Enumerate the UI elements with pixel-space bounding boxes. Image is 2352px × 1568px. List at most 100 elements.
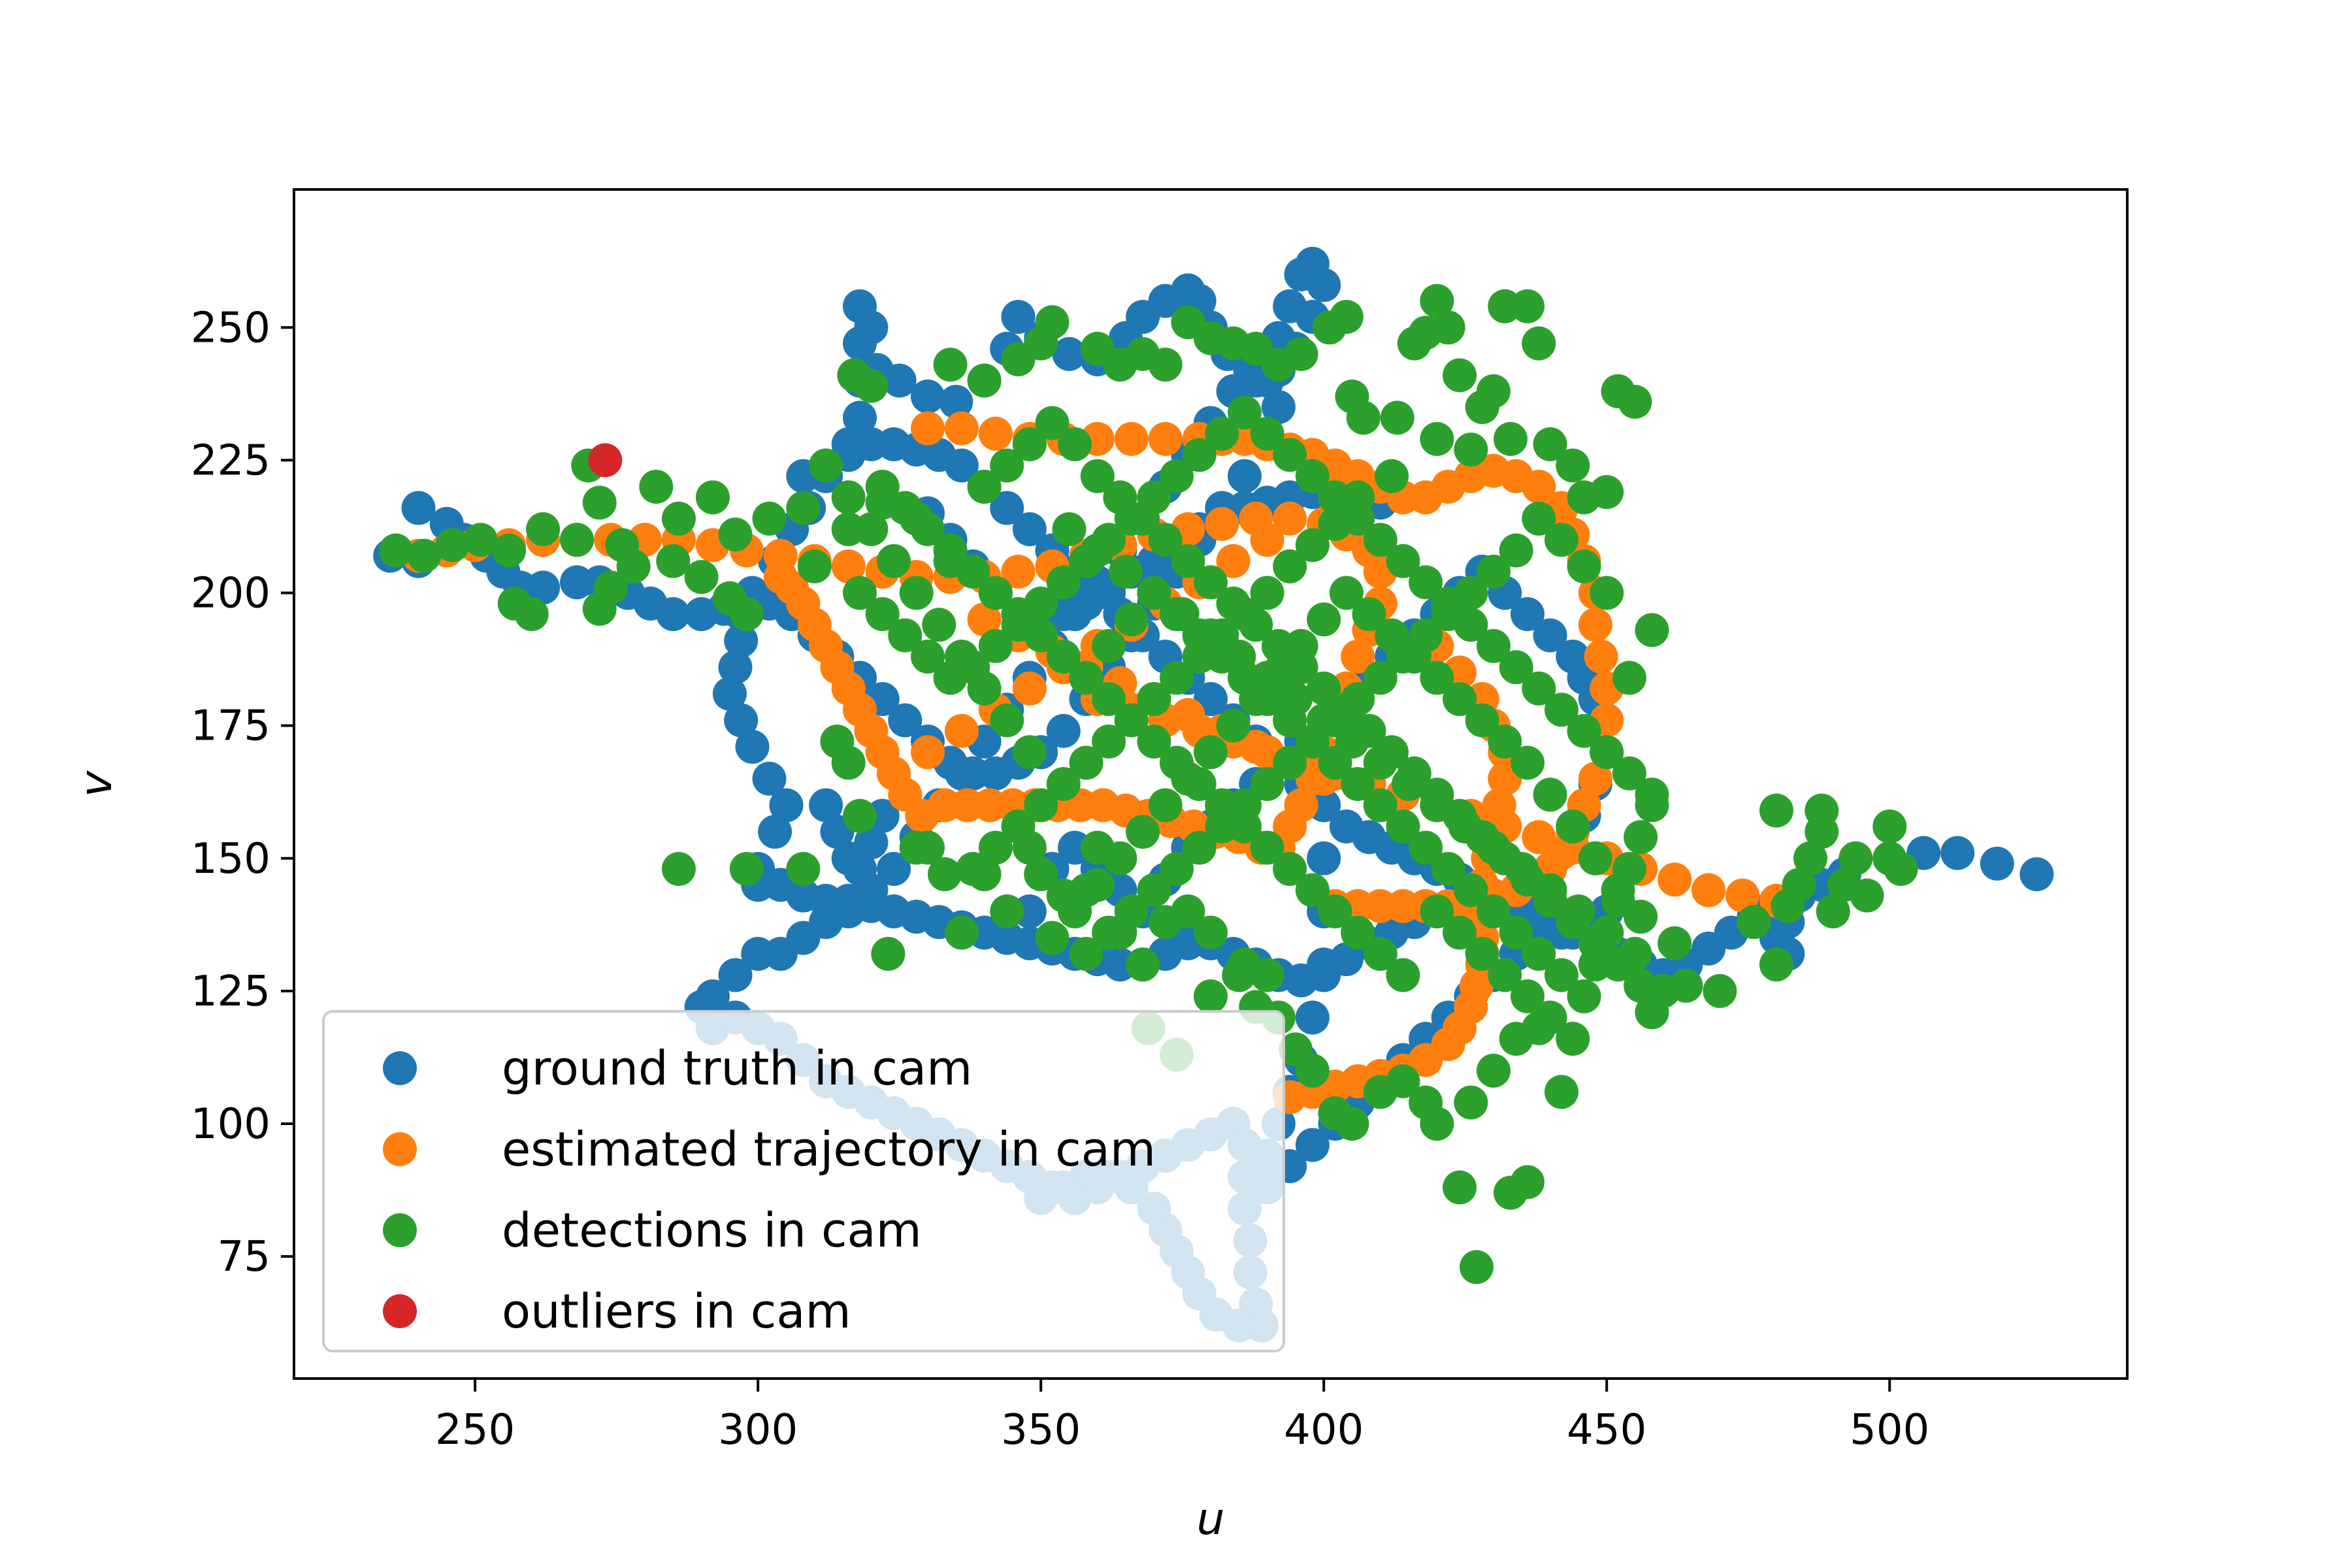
point-detections-in-cam	[911, 830, 945, 865]
point-ground-truth-in-cam	[2019, 857, 2054, 892]
point-detections-in-cam	[1363, 661, 1397, 695]
point-detections-in-cam	[1556, 1022, 1590, 1056]
point-estimated-trajectory-in-cam	[1148, 421, 1183, 456]
point-detections-in-cam	[1012, 735, 1047, 770]
point-detections-in-cam	[1578, 841, 1612, 875]
point-detections-in-cam	[1409, 618, 1443, 653]
point-ground-truth-in-cam	[882, 363, 917, 398]
point-ground-truth-in-cam	[712, 676, 747, 711]
point-detections-in-cam	[1759, 793, 1793, 828]
y-axis: 75 100 125 150 175 200 225 250	[191, 304, 294, 1281]
point-ground-truth-in-cam	[1307, 268, 1341, 302]
point-detections-in-cam	[1109, 555, 1143, 589]
point-detections-in-cam	[978, 830, 1013, 865]
point-detections-in-cam	[1182, 767, 1217, 801]
point-detections-in-cam	[1148, 788, 1183, 823]
y-tick-label: 150	[191, 835, 270, 883]
point-detections-in-cam	[1567, 549, 1601, 583]
point-detections-in-cam	[1335, 725, 1369, 759]
point-detections-in-cam	[1114, 894, 1149, 928]
point-detections-in-cam	[1160, 745, 1194, 780]
point-detections-in-cam	[809, 448, 843, 483]
point-detections-in-cam	[492, 533, 527, 568]
point-detections-in-cam	[407, 538, 442, 573]
point-detections-in-cam	[1137, 725, 1171, 759]
point-estimated-trajectory-in-cam	[911, 735, 945, 770]
point-detections-in-cam	[1465, 703, 1499, 738]
point-detections-in-cam	[1250, 416, 1284, 451]
point-detections-in-cam	[1499, 533, 1533, 568]
point-ground-truth-in-cam	[831, 841, 866, 875]
point-detections-in-cam	[1239, 608, 1273, 642]
point-detections-in-cam	[1635, 788, 1669, 823]
point-detections-in-cam	[1352, 597, 1386, 631]
point-detections-in-cam	[1273, 745, 1307, 780]
point-detections-in-cam	[1341, 682, 1375, 716]
point-detections-in-cam	[1533, 873, 1567, 907]
point-estimated-trajectory-in-cam	[1205, 506, 1239, 541]
point-detections-in-cam	[1431, 852, 1465, 886]
point-detections-in-cam	[1278, 682, 1313, 716]
point-detections-in-cam	[944, 915, 979, 950]
point-detections-in-cam	[1669, 968, 1703, 1003]
point-detections-in-cam	[1850, 878, 1884, 913]
point-detections-in-cam	[1126, 815, 1160, 849]
point-detections-in-cam	[877, 544, 911, 578]
point-detections-in-cam	[1012, 427, 1047, 461]
point-detections-in-cam	[1533, 427, 1567, 461]
point-detections-in-cam	[1165, 597, 1200, 631]
point-estimated-trajectory-in-cam	[1725, 878, 1760, 913]
legend-marker-ground-truth-in-cam	[383, 1051, 417, 1085]
point-detections-in-cam	[1448, 809, 1482, 843]
point-ground-truth-in-cam	[752, 761, 787, 796]
x-axis: 250 300 350 400 450 500	[435, 1379, 1929, 1454]
point-ground-truth-in-cam	[877, 852, 911, 886]
point-detections-in-cam	[1295, 528, 1330, 563]
x-tick-label: 400	[1284, 1406, 1364, 1454]
point-estimated-trajectory-in-cam	[911, 411, 945, 446]
point-ground-truth-in-cam	[769, 788, 804, 823]
point-detections-in-cam	[1590, 915, 1624, 950]
point-detections-in-cam	[1454, 873, 1488, 907]
point-detections-in-cam	[1612, 852, 1646, 886]
point-detections-in-cam	[1092, 629, 1126, 663]
point-detections-in-cam	[854, 368, 889, 403]
point-ground-truth-in-cam	[1046, 713, 1081, 748]
point-detections-in-cam	[1375, 459, 1409, 493]
point-detections-in-cam	[1544, 958, 1578, 992]
point-detections-in-cam	[1612, 756, 1646, 791]
point-detections-in-cam	[1318, 480, 1352, 515]
point-detections-in-cam	[1465, 937, 1499, 971]
point-detections-in-cam	[1658, 926, 1692, 960]
point-detections-in-cam	[1522, 937, 1556, 971]
point-detections-in-cam	[1884, 852, 1918, 886]
point-detections-in-cam	[1307, 671, 1341, 706]
point-estimated-trajectory-in-cam	[831, 549, 866, 583]
point-detections-in-cam	[1488, 958, 1522, 992]
point-estimated-trajectory-in-cam	[1522, 820, 1556, 855]
point-detections-in-cam	[752, 501, 787, 536]
point-detections-in-cam	[684, 560, 719, 595]
point-detections-in-cam	[1126, 947, 1160, 982]
point-detections-in-cam	[865, 597, 900, 631]
point-ground-truth-in-cam	[1080, 576, 1115, 610]
point-detections-in-cam	[843, 576, 877, 610]
point-detections-in-cam	[1058, 894, 1092, 928]
point-detections-in-cam	[1137, 682, 1171, 716]
point-detections-in-cam	[1759, 947, 1793, 982]
point-detections-in-cam	[1160, 661, 1194, 695]
legend-marker-estimated-trajectory-in-cam	[383, 1132, 417, 1166]
point-detections-in-cam	[1499, 650, 1533, 685]
point-detections-in-cam	[865, 470, 900, 504]
point-detections-in-cam	[1505, 852, 1539, 886]
point-detections-in-cam	[1816, 894, 1850, 928]
legend-marker-outliers-in-cam	[383, 1294, 417, 1328]
point-detections-in-cam	[956, 555, 990, 589]
point-ground-truth-in-cam	[1295, 1128, 1330, 1162]
point-detections-in-cam	[1443, 915, 1477, 950]
point-ground-truth-in-cam	[1329, 809, 1364, 843]
point-detections-in-cam	[1160, 852, 1194, 886]
point-detections-in-cam	[1346, 400, 1380, 435]
point-detections-in-cam	[843, 798, 877, 833]
point-detections-in-cam	[1578, 947, 1612, 982]
